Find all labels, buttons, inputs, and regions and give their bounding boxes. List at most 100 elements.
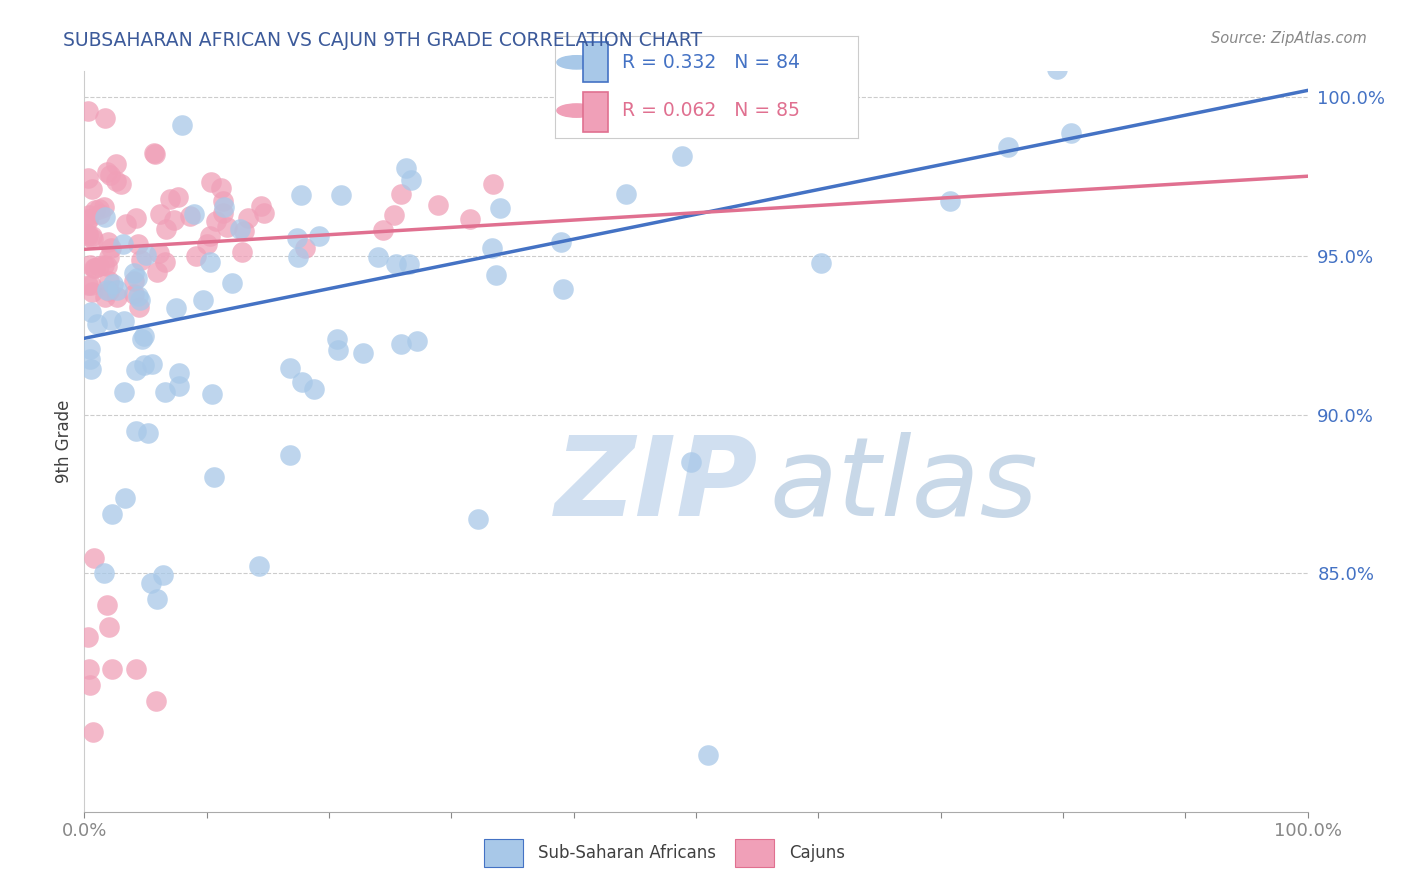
Point	[94, 111, 117, 125]
Point	[105, 290, 128, 304]
Point	[198, 228, 221, 243]
Point	[250, 199, 273, 213]
Point	[253, 206, 276, 220]
Point	[82, 725, 104, 739]
Point	[131, 253, 153, 268]
Point	[145, 693, 167, 707]
Point	[77, 229, 100, 244]
Point	[83, 261, 105, 276]
Point	[136, 426, 159, 441]
Point	[159, 192, 181, 206]
Point	[367, 250, 389, 264]
Point	[146, 265, 169, 279]
Point	[77, 170, 100, 185]
Point	[183, 207, 205, 221]
Point	[153, 385, 176, 400]
Point	[77, 213, 100, 227]
Point	[104, 156, 127, 170]
Point	[179, 209, 201, 223]
Point	[132, 358, 155, 372]
Point	[467, 512, 489, 526]
Text: R = 0.062   N = 85: R = 0.062 N = 85	[621, 101, 800, 120]
Point	[114, 491, 136, 505]
Point	[198, 255, 221, 269]
Point	[294, 241, 316, 255]
Point	[485, 268, 508, 283]
Point	[97, 250, 120, 264]
Point	[139, 576, 162, 591]
Point	[146, 592, 169, 607]
Point	[80, 182, 103, 196]
Point	[98, 274, 121, 288]
Point	[167, 379, 190, 393]
FancyBboxPatch shape	[484, 838, 523, 867]
Point	[100, 312, 122, 326]
Point	[398, 256, 420, 270]
Point	[326, 332, 349, 346]
Point	[201, 387, 224, 401]
Text: ZIP: ZIP	[555, 433, 759, 540]
Y-axis label: 9th Grade: 9th Grade	[55, 400, 73, 483]
Point	[111, 26, 134, 40]
Point	[671, 149, 693, 163]
Point	[125, 211, 148, 225]
Point	[105, 283, 128, 297]
Point	[195, 236, 218, 251]
Point	[77, 208, 100, 222]
Point	[101, 662, 124, 676]
Point	[80, 362, 103, 376]
Point	[77, 104, 100, 119]
Point	[406, 334, 429, 348]
Point	[112, 384, 135, 399]
Point	[371, 223, 394, 237]
Point	[184, 249, 207, 263]
Point	[98, 169, 121, 183]
Point	[446, 13, 468, 28]
Point	[290, 187, 312, 202]
Point	[627, 83, 650, 97]
Point	[155, 221, 177, 235]
Point	[79, 258, 101, 272]
Point	[679, 455, 702, 469]
Point	[112, 237, 135, 252]
Point	[127, 289, 149, 303]
Point	[209, 181, 232, 195]
Point	[426, 198, 449, 212]
Point	[86, 317, 108, 331]
Point	[382, 208, 405, 222]
Point	[217, 220, 239, 235]
Point	[79, 352, 101, 367]
Point	[125, 363, 148, 377]
Text: Source: ZipAtlas.com: Source: ZipAtlas.com	[1211, 31, 1367, 46]
FancyBboxPatch shape	[582, 92, 609, 132]
Point	[94, 210, 117, 224]
Point	[79, 678, 101, 692]
Point	[80, 277, 103, 292]
Point	[122, 266, 145, 280]
Point	[148, 245, 170, 260]
Point	[129, 293, 152, 308]
Point	[193, 293, 215, 307]
Circle shape	[557, 103, 596, 117]
Point	[233, 225, 256, 239]
Point	[122, 287, 145, 301]
Point	[149, 207, 172, 221]
Point	[399, 173, 422, 187]
Point	[93, 258, 115, 272]
Point	[247, 559, 270, 574]
Point	[77, 211, 100, 226]
Point	[391, 187, 413, 202]
Point	[97, 284, 120, 298]
Point	[229, 222, 252, 236]
FancyBboxPatch shape	[734, 838, 773, 867]
Point	[163, 212, 186, 227]
Text: Sub-Saharan Africans: Sub-Saharan Africans	[537, 844, 716, 862]
Point	[481, 241, 503, 255]
Point	[77, 630, 100, 644]
Point	[326, 343, 349, 358]
Point	[285, 231, 308, 245]
Point	[810, 256, 832, 270]
Point	[89, 207, 111, 221]
Point	[385, 257, 408, 271]
Point	[125, 662, 148, 676]
